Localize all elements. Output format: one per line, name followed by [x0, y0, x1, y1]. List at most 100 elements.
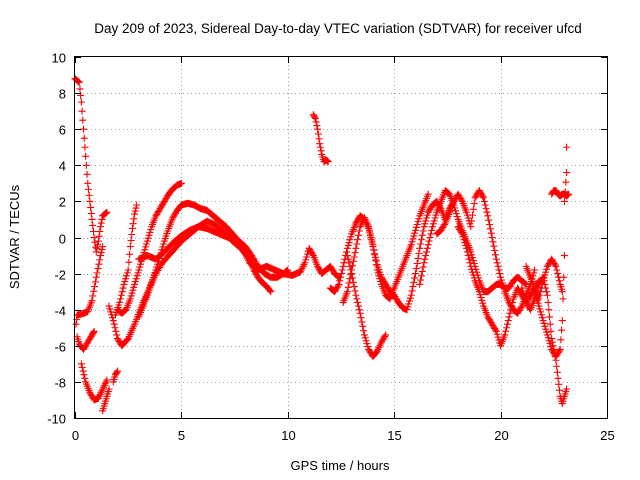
- data-point: [471, 194, 479, 202]
- data-point: [350, 253, 358, 261]
- data-point: [489, 322, 497, 330]
- grid-lines: [75, 57, 607, 418]
- data-point: [136, 263, 144, 271]
- data-point: [335, 280, 343, 288]
- data-point: [364, 343, 372, 351]
- data-point: [336, 277, 344, 285]
- data-point: [93, 244, 101, 252]
- data-point: [96, 227, 104, 235]
- y-tick-label: -6: [54, 340, 66, 355]
- data-point: [454, 190, 462, 198]
- data-point: [546, 320, 554, 328]
- data-point: [558, 317, 566, 325]
- data-point: [90, 234, 98, 241]
- data-point: [89, 221, 97, 229]
- data-point: [490, 323, 498, 331]
- data-point: [97, 219, 105, 227]
- data-point: [486, 316, 494, 324]
- data-point: [153, 210, 161, 218]
- y-axis-label: SDTVAR / TECUs: [7, 184, 22, 289]
- data-point: [406, 294, 414, 302]
- data-point: [468, 217, 476, 225]
- data-point: [132, 275, 140, 283]
- data-point: [523, 300, 531, 308]
- data-point: [308, 249, 316, 257]
- data-point: [120, 280, 128, 288]
- data-point: [159, 200, 167, 208]
- data-point: [360, 327, 368, 335]
- data-point: [418, 231, 426, 239]
- data-point: [307, 247, 315, 255]
- data-point: [366, 230, 374, 238]
- data-point: [169, 214, 177, 222]
- data-point: [417, 240, 425, 248]
- data-point: [508, 280, 516, 288]
- data-point: [537, 308, 545, 316]
- data-point: [393, 296, 401, 304]
- data-point: [549, 258, 557, 266]
- data-point: [505, 313, 513, 321]
- data-point: [429, 223, 437, 231]
- data-point: [80, 344, 88, 352]
- data-point: [146, 228, 154, 236]
- data-point: [445, 189, 453, 197]
- data-point: [369, 241, 377, 249]
- data-point: [83, 170, 91, 178]
- data-point: [77, 360, 85, 368]
- data-point: [373, 266, 381, 274]
- data-point: [160, 197, 168, 205]
- series-track-04: [77, 360, 111, 404]
- data-point: [162, 195, 170, 203]
- data-point: [101, 210, 109, 218]
- data-point: [440, 222, 448, 230]
- data-point: [352, 219, 360, 227]
- data-point: [354, 302, 362, 310]
- data-point: [92, 248, 100, 256]
- data-point: [424, 190, 432, 198]
- data-point: [365, 223, 373, 231]
- data-point: [316, 143, 324, 151]
- data-point: [345, 279, 353, 287]
- data-point: [506, 309, 514, 317]
- data-point: [128, 289, 136, 297]
- data-point: [467, 262, 475, 270]
- series-track-17: [433, 187, 539, 317]
- data-point: [129, 286, 137, 294]
- data-point: [381, 332, 389, 340]
- data-point: [316, 140, 324, 148]
- data-point: [392, 294, 400, 302]
- data-point: [429, 220, 437, 228]
- data-point: [368, 237, 376, 245]
- data-point: [403, 306, 411, 314]
- data-point: [308, 250, 316, 258]
- data-point: [349, 257, 357, 265]
- data-point: [133, 201, 141, 209]
- data-point: [354, 231, 362, 239]
- data-point: [485, 216, 493, 224]
- data-point: [121, 278, 129, 286]
- data-point: [337, 270, 345, 278]
- data-point: [81, 343, 89, 351]
- data-point: [404, 303, 412, 311]
- data-point: [354, 236, 362, 244]
- data-point: [114, 336, 122, 344]
- data-point: [564, 191, 572, 199]
- x-tick-label: 10: [281, 428, 295, 443]
- data-point: [74, 77, 82, 85]
- data-point: [495, 336, 503, 344]
- data-point: [111, 324, 119, 332]
- x-axis-label: GPS time / hours: [291, 458, 390, 473]
- data-point: [86, 334, 94, 342]
- data-point: [497, 276, 505, 284]
- data-point: [553, 351, 561, 359]
- data-point: [343, 244, 351, 252]
- data-point: [461, 239, 469, 247]
- data-point: [314, 130, 322, 138]
- data-point: [423, 248, 431, 256]
- data-point: [515, 306, 523, 314]
- data-point: [127, 292, 135, 300]
- data-point: [437, 226, 445, 234]
- data-point: [438, 225, 446, 233]
- data-point: [87, 203, 95, 211]
- x-tick-label: 20: [494, 428, 508, 443]
